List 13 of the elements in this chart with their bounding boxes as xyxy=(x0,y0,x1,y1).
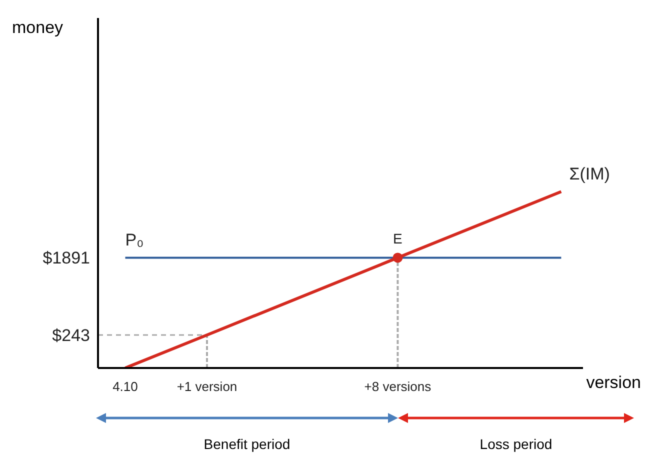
x-axis-title: version xyxy=(586,373,641,393)
text: Loss period xyxy=(478,436,554,452)
series-label: P₀ xyxy=(125,230,144,250)
line-series xyxy=(124,190,563,368)
text: Benefit period xyxy=(202,436,292,452)
x-tick-label: 4.10 xyxy=(112,379,138,394)
x-tick-label: +8 versions xyxy=(364,379,432,394)
y-axis-title: money xyxy=(12,18,64,38)
x-tick-label: +1 version xyxy=(176,379,238,394)
y-tick-label: $1891 xyxy=(42,248,90,268)
y-tick-label: $243 xyxy=(52,326,90,346)
annotation: E xyxy=(393,230,402,247)
series-label: Σ(IM) xyxy=(569,164,610,184)
